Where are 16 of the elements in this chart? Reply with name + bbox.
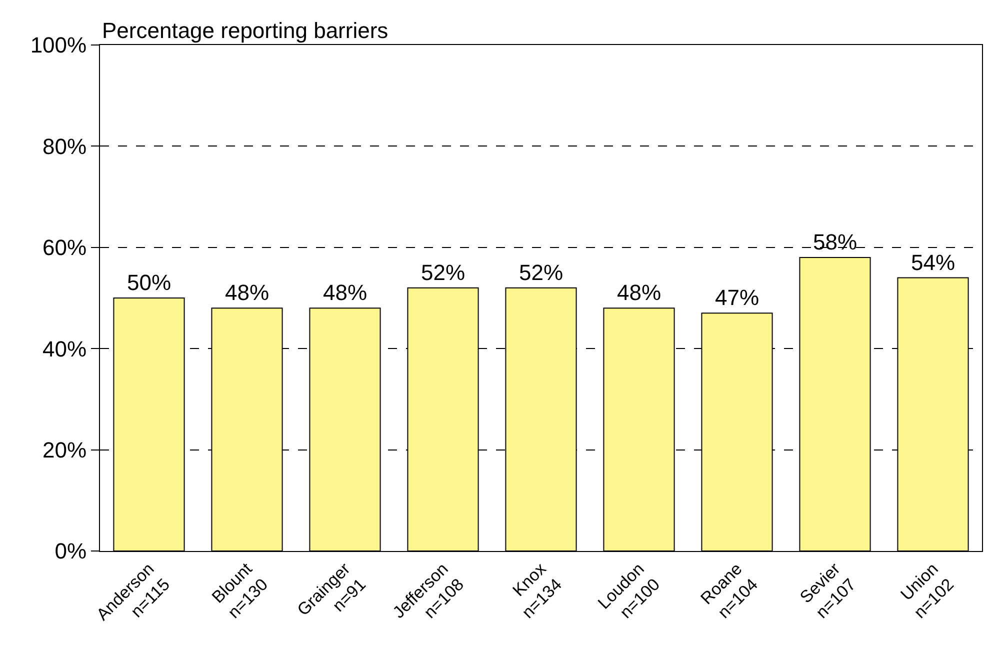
y-axis-title: Percentage reporting barriers — [102, 18, 388, 43]
data-label: 48% — [322, 280, 368, 306]
y-tick-label: 100% — [30, 32, 87, 58]
data-label: 54% — [910, 250, 956, 275]
y-tick-label: 60% — [42, 235, 87, 260]
data-label: 52% — [518, 260, 564, 285]
data-label: 58% — [812, 230, 858, 255]
data-label: 47% — [714, 285, 760, 310]
data-label: 48% — [616, 280, 662, 306]
y-tick-label: 0% — [54, 538, 87, 564]
data-label: 48% — [224, 280, 270, 306]
y-tick-label: 20% — [42, 438, 87, 462]
data-label: 50% — [126, 270, 172, 295]
data-label: 52% — [420, 260, 466, 285]
y-tick-label: 80% — [42, 134, 87, 159]
y-tick-label: 40% — [42, 336, 87, 362]
